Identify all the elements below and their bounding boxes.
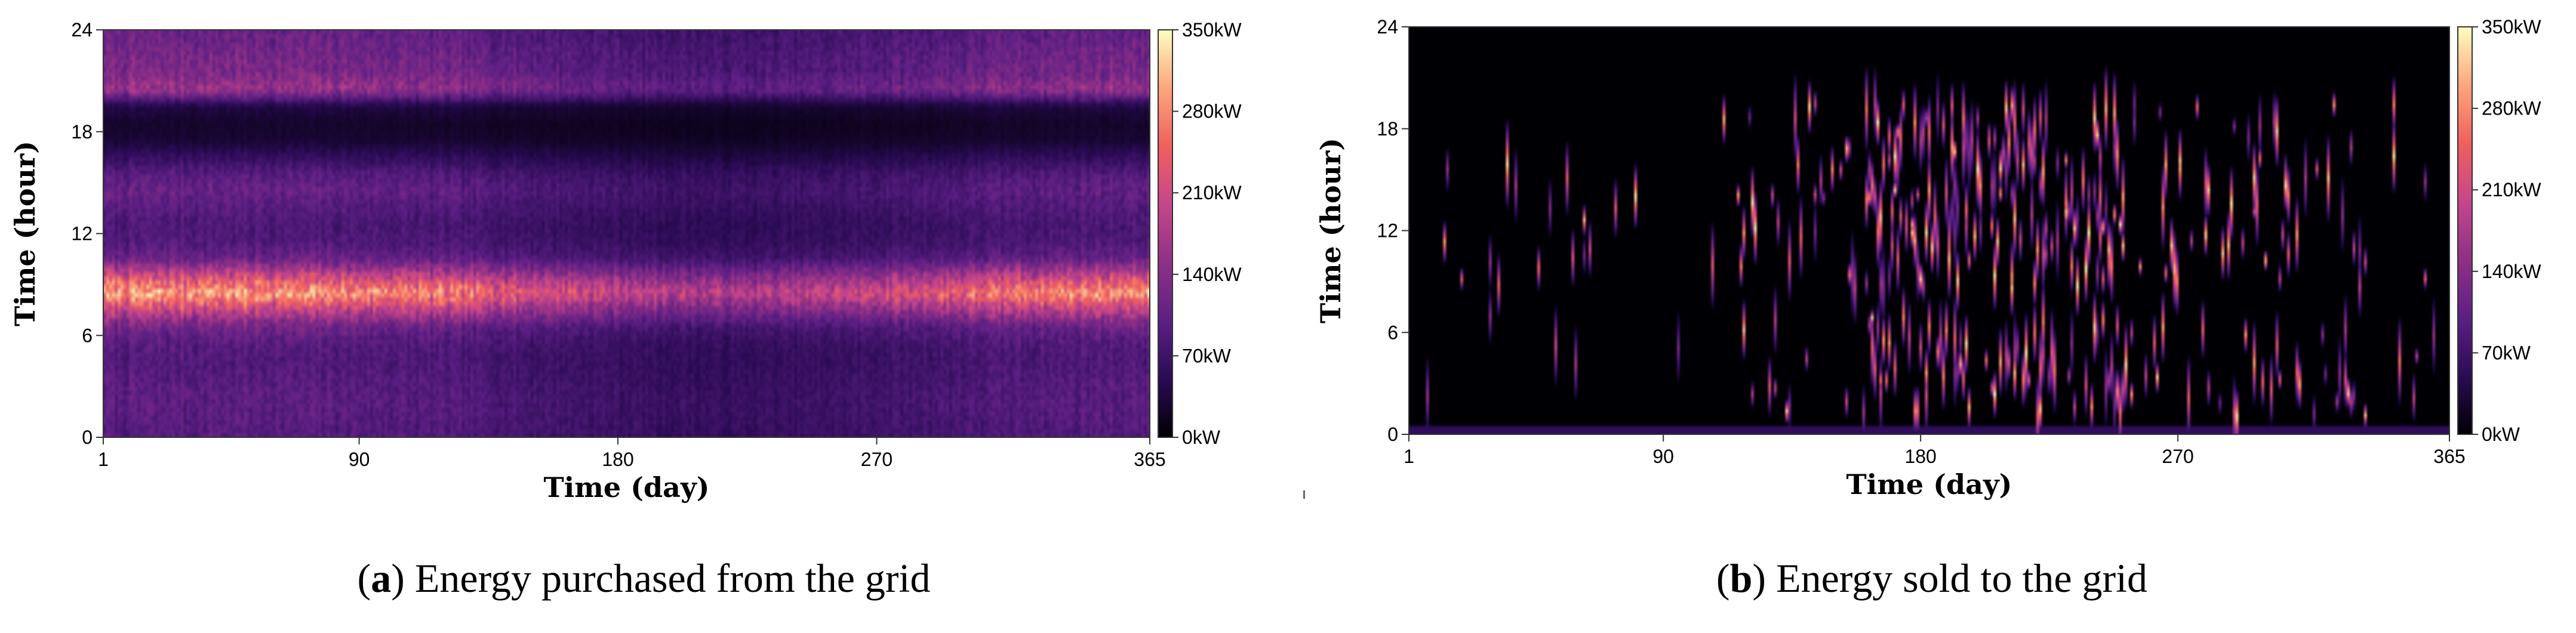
a-y-axis-title: Time (hour) <box>9 141 41 326</box>
b-x-tick-label: 270 <box>2162 446 2193 467</box>
a-colorbar-tick-label: 280kW <box>1182 101 1242 122</box>
a-x-tick-label: 180 <box>602 449 633 470</box>
heatmap-chart-sold: 1 90 180 270 365 0 6 12 18 24 Time (day) Time (hour… <box>1315 16 2541 501</box>
b-colorbar-tick-label: 350kW <box>2482 16 2541 38</box>
a-x-tick-label: 1 <box>98 449 109 470</box>
caption-a-label: a <box>371 555 392 601</box>
panel-b: 1 90 180 270 365 0 6 12 18 24 Time (day) Time (hour… <box>1288 0 2576 633</box>
heatmap-chart-purchased: 1 90 180 270 365 0 6 12 18 24 Time (day) Time (hour… <box>9 19 1242 504</box>
b-colorbar-tick-label: 210kW <box>2482 179 2541 200</box>
b-y-tick-label: 0 <box>1387 424 1398 445</box>
stray-mark <box>1303 490 1305 499</box>
b-x-tick-label: 365 <box>2433 446 2465 467</box>
a-y-tick-label: 24 <box>71 19 93 41</box>
caption-b: (b) Energy sold to the grid <box>1716 555 2148 601</box>
caption-b-label: b <box>1729 555 1753 601</box>
a-x-tick-label: 365 <box>1134 449 1165 470</box>
a-colorbar-tick-label: 0kW <box>1182 427 1221 448</box>
a-heatmap-cells <box>103 30 1150 437</box>
a-colorbar <box>1158 29 1173 438</box>
b-x-tick-label: 1 <box>1404 446 1414 467</box>
caption-b-text: Energy sold to the grid <box>1776 555 2148 601</box>
b-x-tick-label: 90 <box>1652 446 1674 467</box>
a-x-tick-label: 90 <box>349 449 370 470</box>
caption-a-text: Energy purchased from the grid <box>414 555 931 601</box>
b-y-tick-label: 24 <box>1377 16 1398 38</box>
a-x-axis-title: Time (day) <box>544 471 710 504</box>
a-y-tick-label: 18 <box>71 121 93 143</box>
a-x-tick-label: 270 <box>861 449 892 470</box>
a-y-tick-label: 12 <box>71 223 93 245</box>
a-colorbar-tick-label: 70kW <box>1182 345 1232 366</box>
b-x-tick-label: 180 <box>1904 446 1936 467</box>
a-y-tick-label: 6 <box>82 325 93 346</box>
b-y-axis-title: Time (hour) <box>1315 138 1347 323</box>
a-colorbar-tick-label: 210kW <box>1182 182 1242 203</box>
b-colorbar <box>2457 26 2473 435</box>
b-colorbar-tick-label: 70kW <box>2482 342 2531 363</box>
a-colorbar-tick-label: 140kW <box>1182 264 1242 285</box>
a-colorbar-tick-label: 350kW <box>1182 19 1242 41</box>
b-y-tick-label: 18 <box>1377 118 1398 140</box>
b-colorbar-tick-label: 0kW <box>2482 424 2520 445</box>
b-y-tick-label: 6 <box>1387 322 1398 343</box>
caption-a: (a) Energy purchased from the grid <box>357 555 931 601</box>
b-colorbar-tick-label: 280kW <box>2482 98 2541 119</box>
a-y-tick-label: 0 <box>82 427 93 448</box>
panel-a: 1 90 180 270 365 0 6 12 18 24 Time (day) Time (hour… <box>9 19 1242 601</box>
b-colorbar-tick-label: 140kW <box>2482 261 2541 282</box>
b-heatmap-cells <box>1409 27 2449 434</box>
b-y-tick-label: 12 <box>1377 220 1398 242</box>
b-x-axis-title: Time (day) <box>1846 468 2012 501</box>
